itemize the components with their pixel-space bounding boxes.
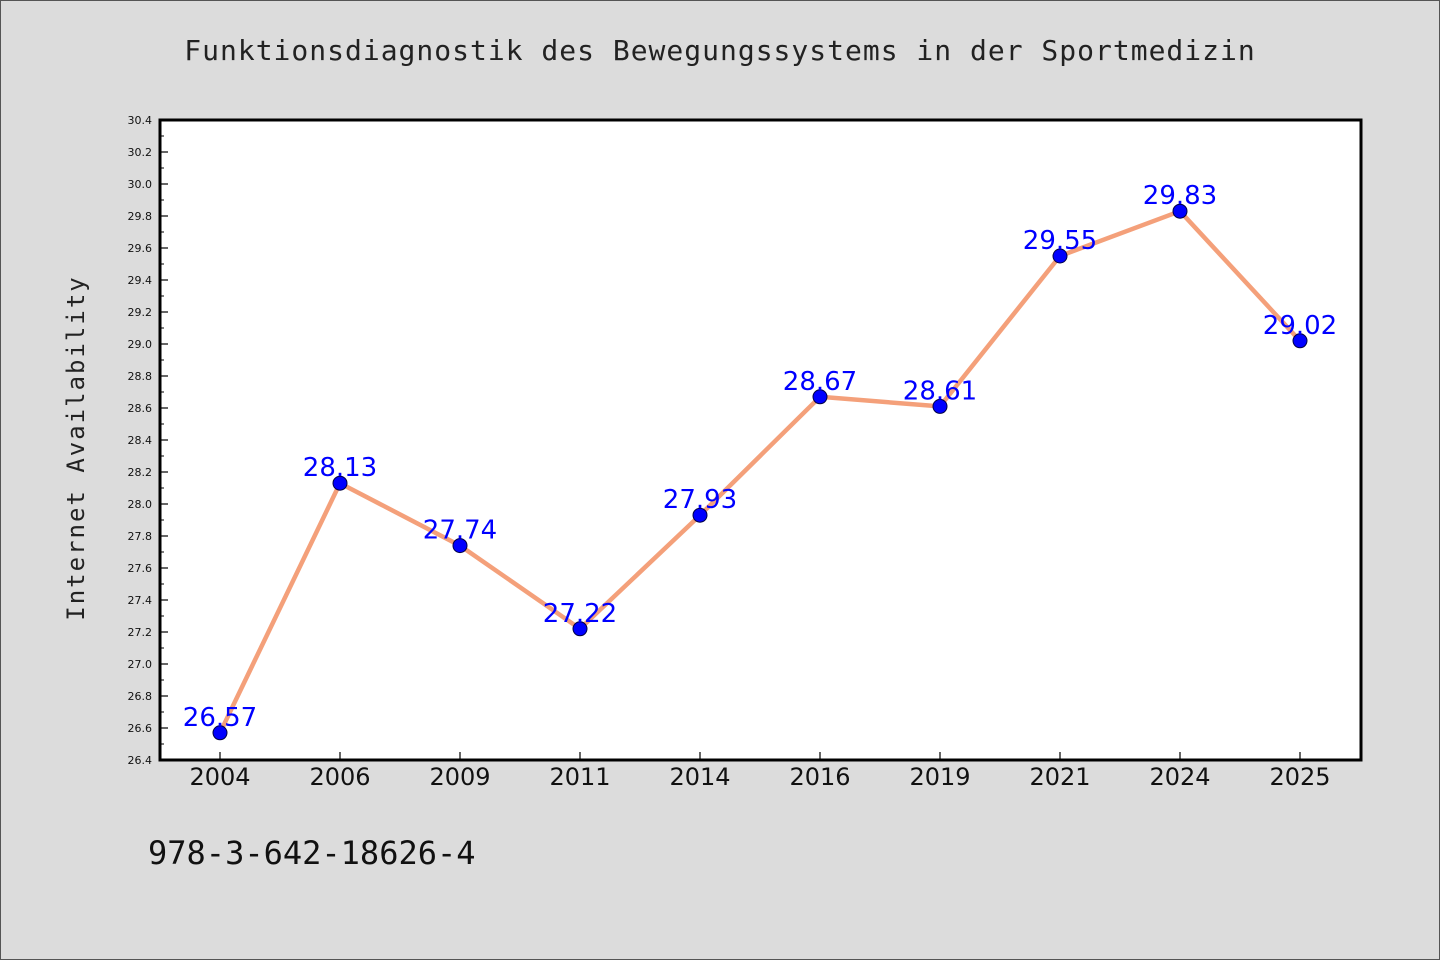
y-tick-label: 29.4 xyxy=(128,274,153,287)
data-point xyxy=(332,475,348,491)
chart-title: Funktionsdiagnostik des Bewegungssystems… xyxy=(184,34,1256,67)
x-tick-label: 2024 xyxy=(1149,763,1210,791)
x-tick-label: 2004 xyxy=(189,763,250,791)
data-point xyxy=(1052,248,1068,264)
data-labels: 26.57 28.13 27.74 27.22 27.93 28.67 28.61 29.55… xyxy=(183,181,1337,733)
data-label: 28.67 xyxy=(783,367,857,397)
x-tick-label: 2009 xyxy=(429,763,490,791)
y-tick-label: 27.4 xyxy=(128,594,153,607)
data-point xyxy=(692,507,708,523)
y-tick-label: 29.8 xyxy=(128,210,153,223)
y-tick-label: 27.8 xyxy=(128,530,153,543)
y-tick-label: 28.6 xyxy=(128,402,153,415)
y-tick-label: 27.6 xyxy=(128,562,153,575)
data-point xyxy=(212,725,228,741)
y-tick-label: 27.2 xyxy=(128,626,153,639)
data-label: 28.61 xyxy=(903,376,977,406)
x-tick-label: 2021 xyxy=(1029,763,1090,791)
y-tick-label: 30.4 xyxy=(128,114,153,127)
x-tick-label: 2014 xyxy=(669,763,730,791)
y-tick-label: 26.4 xyxy=(128,754,153,767)
data-label: 29.83 xyxy=(1143,181,1217,211)
data-point xyxy=(452,538,468,554)
y-tick-label: 28.8 xyxy=(128,370,153,383)
x-tick-label: 2011 xyxy=(549,763,610,791)
series-line xyxy=(217,208,1302,734)
data-point xyxy=(572,621,588,637)
y-tick-label: 28.0 xyxy=(128,498,153,511)
y-tick-label: 26.8 xyxy=(128,690,153,703)
y-tick-label: 30.2 xyxy=(128,146,153,159)
y-tick-label: 29.2 xyxy=(128,306,153,319)
data-label: 27.74 xyxy=(423,516,497,546)
x-tick-label: 2019 xyxy=(909,763,970,791)
data-markers xyxy=(212,203,1308,741)
data-label: 27.22 xyxy=(543,599,617,629)
isbn-text: 978-3-642-18626-4 xyxy=(148,834,476,872)
data-point xyxy=(932,398,948,414)
x-tick-label: 2016 xyxy=(789,763,850,791)
y-tick-label: 30.0 xyxy=(128,178,153,191)
y-tick-label: 28.2 xyxy=(128,466,153,479)
data-point xyxy=(1292,333,1308,349)
data-label: 27.93 xyxy=(663,485,737,515)
x-tick-label: 2006 xyxy=(309,763,370,791)
data-label: 29.55 xyxy=(1023,226,1097,256)
plot-border xyxy=(158,118,1363,762)
data-label: 29.02 xyxy=(1263,311,1337,341)
y-axis: 26.4 26.6 26.8 27.0 27.2 27.4 27.6 27.8 28.0 28.2… xyxy=(128,114,168,767)
plot-area xyxy=(160,120,1361,760)
x-tick-label: 2025 xyxy=(1269,763,1330,791)
y-tick-label: 29.6 xyxy=(128,242,153,255)
data-point xyxy=(1172,203,1188,219)
y-tick-label: 28.4 xyxy=(128,434,153,447)
x-axis: 2004 2006 2009 2011 2014 2016 2019 2021 2024 2025 xyxy=(189,752,1331,791)
y-tick-label: 27.0 xyxy=(128,658,153,671)
data-label: 26.57 xyxy=(183,703,257,733)
data-point xyxy=(812,389,828,405)
data-label: 28.13 xyxy=(303,453,377,483)
y-tick-label: 26.6 xyxy=(128,722,153,735)
y-tick-label: 29.0 xyxy=(128,338,153,351)
